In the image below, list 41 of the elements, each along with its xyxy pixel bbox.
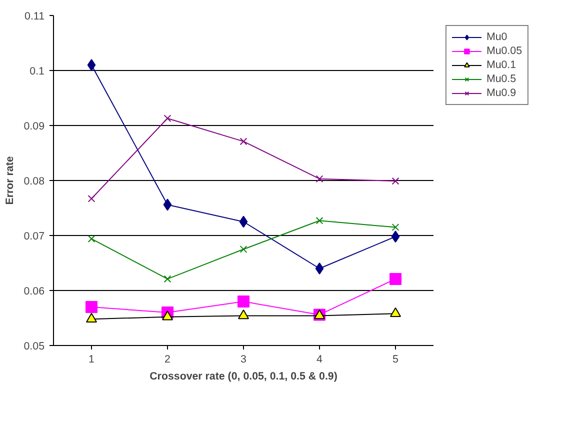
point — [163, 198, 172, 211]
y-tick-label: 0.08 — [24, 176, 45, 188]
y-tick-label: 0.05 — [24, 340, 45, 352]
point — [86, 312, 97, 322]
point — [164, 114, 172, 122]
point — [391, 230, 400, 243]
x-axis-title: Crossover rate (0, 0.05, 0.1, 0.5 & 0.9) — [150, 370, 338, 382]
legend-label: Mu0.1 — [486, 59, 516, 71]
y-tick-label: 0.11 — [24, 10, 45, 22]
point — [240, 246, 248, 253]
point — [238, 296, 250, 308]
x-tick-label: 2 — [164, 354, 171, 366]
point — [392, 177, 400, 185]
x-tick-label: 1 — [88, 354, 95, 366]
y-tick-label: 0.06 — [24, 286, 45, 298]
x-tick-label: 3 — [240, 354, 247, 366]
y-axis-title: Error rate — [4, 156, 16, 205]
point — [240, 138, 248, 146]
point — [88, 235, 96, 242]
y-tick-label: 0.09 — [24, 120, 45, 132]
point — [164, 275, 172, 283]
point — [238, 310, 249, 320]
y-tick-label: 0.1 — [30, 66, 45, 78]
point — [390, 307, 401, 317]
point — [390, 272, 402, 285]
point — [162, 310, 173, 320]
point — [316, 175, 324, 183]
point — [316, 216, 324, 224]
point — [315, 262, 324, 274]
point — [86, 301, 98, 313]
point — [87, 59, 96, 71]
y-tick-label: 0.07 — [24, 230, 45, 242]
x-tick-label: 5 — [392, 354, 399, 366]
point — [88, 194, 96, 202]
legend-label: Mu0.05 — [486, 45, 522, 57]
legend-label: Mu0.5 — [486, 73, 516, 85]
x-tick-label: 4 — [316, 354, 323, 366]
point — [239, 216, 248, 228]
legend-label: Mu0 — [486, 31, 508, 43]
legend-label: Mu0.9 — [486, 87, 516, 99]
point — [392, 224, 400, 231]
